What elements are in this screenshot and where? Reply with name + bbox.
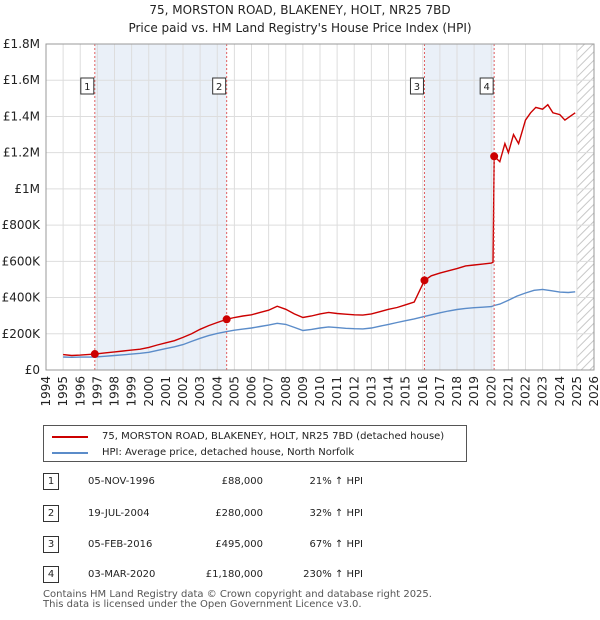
sale-row: 3 05-FEB-2016 £495,000 67% ↑ HPI xyxy=(43,536,463,554)
sale-marker-label: 1 xyxy=(84,82,90,93)
x-tick-label: 2017 xyxy=(433,376,447,407)
x-tick-label: 2006 xyxy=(245,376,259,407)
sale-marker-badge xyxy=(80,77,95,95)
attribution-line-2: This data is licensed under the Open Gov… xyxy=(43,599,362,610)
x-tick-label: 1997 xyxy=(90,376,104,407)
x-tick-label: 2009 xyxy=(296,376,310,407)
sale-point xyxy=(222,315,231,324)
x-tick-label: 2026 xyxy=(587,376,600,407)
sale-marker-badge xyxy=(212,77,227,95)
legend-swatch-hpi xyxy=(52,452,88,454)
y-tick-label: £200K xyxy=(2,327,42,341)
sale-number-badge: 3 xyxy=(43,536,59,553)
chart-legend: 75, MORSTON ROAD, BLAKENEY, HOLT, NR25 7… xyxy=(43,425,467,462)
x-tick-label: 2008 xyxy=(279,376,293,407)
x-tick-label: 2015 xyxy=(399,376,413,407)
y-tick-label: £600K xyxy=(2,254,42,268)
legend-label-property: 75, MORSTON ROAD, BLAKENEY, HOLT, NR25 7… xyxy=(102,431,445,442)
future-hatch-region xyxy=(576,44,594,370)
sale-price: £1,180,000 xyxy=(205,569,263,580)
sale-marker-label: 3 xyxy=(414,82,420,93)
sale-marker-badge xyxy=(409,77,424,95)
price-chart: 75, MORSTON ROAD, BLAKENEY, HOLT, NR25 7… xyxy=(2,3,600,407)
x-tick-label: 1998 xyxy=(108,376,122,407)
sale-price: £495,000 xyxy=(215,539,263,550)
sale-point xyxy=(90,350,99,359)
sale-row: 2 19-JUL-2004 £280,000 32% ↑ HPI xyxy=(43,505,463,523)
x-tick-label: 2019 xyxy=(467,376,481,407)
sale-price: £280,000 xyxy=(215,508,263,519)
ownership-band xyxy=(424,44,495,370)
y-tick-label: £400K xyxy=(2,291,42,305)
x-tick-label: 2023 xyxy=(536,376,550,407)
sale-date: 05-NOV-1996 xyxy=(88,476,155,487)
x-tick-label: 2020 xyxy=(484,376,498,407)
x-tick-label: 2000 xyxy=(142,376,156,407)
sale-number-badge: 4 xyxy=(43,566,59,583)
x-tick-label: 2005 xyxy=(227,376,241,407)
y-tick-label: £800K xyxy=(2,218,42,232)
sale-hpi-change: 21% ↑ HPI xyxy=(309,476,363,487)
ownership-band xyxy=(94,44,227,370)
x-tick-label: 2018 xyxy=(450,376,464,407)
attribution-footer: Contains HM Land Registry data © Crown c… xyxy=(43,590,432,610)
legend-label-hpi: HPI: Average price, detached house, Nort… xyxy=(102,447,355,458)
x-tick-label: 2012 xyxy=(347,376,361,407)
x-tick-label: 1995 xyxy=(56,376,70,407)
y-tick-label: £1.4M xyxy=(3,109,40,123)
x-tick-label: 2010 xyxy=(313,376,327,407)
x-tick-label: 1994 xyxy=(39,376,53,407)
sale-marker-label: 2 xyxy=(216,82,222,93)
x-tick-label: 2007 xyxy=(262,376,276,407)
x-tick-label: 2003 xyxy=(193,376,207,407)
sale-number-badge: 2 xyxy=(43,505,59,522)
x-tick-label: 2016 xyxy=(416,376,430,407)
x-tick-label: 2011 xyxy=(330,376,344,407)
x-tick-label: 2001 xyxy=(159,376,173,407)
sale-marker-label: 4 xyxy=(483,82,489,93)
x-tick-label: 2021 xyxy=(501,376,515,407)
y-tick-label: £1.8M xyxy=(3,37,40,51)
plot-border xyxy=(45,43,595,371)
x-tick-label: 1999 xyxy=(125,376,139,407)
sale-row: 1 05-NOV-1996 £88,000 21% ↑ HPI xyxy=(43,473,463,491)
x-tick-label: 2014 xyxy=(382,376,396,407)
x-tick-label: 2002 xyxy=(176,376,190,407)
sale-date: 03-MAR-2020 xyxy=(88,569,156,580)
sale-date: 05-FEB-2016 xyxy=(88,539,153,550)
sale-row: 4 03-MAR-2020 £1,180,000 230% ↑ HPI xyxy=(43,566,463,584)
x-tick-label: 1996 xyxy=(73,376,87,407)
x-tick-label: 2024 xyxy=(553,376,567,407)
sale-hpi-change: 32% ↑ HPI xyxy=(309,508,363,519)
x-tick-label: 2025 xyxy=(570,376,584,407)
y-tick-label: £0 xyxy=(25,363,40,377)
sale-number-badge: 1 xyxy=(43,473,59,490)
sale-marker-badge xyxy=(479,77,494,95)
sale-hpi-change: 230% ↑ HPI xyxy=(303,569,363,580)
x-tick-label: 2022 xyxy=(519,376,533,407)
sale-hpi-change: 67% ↑ HPI xyxy=(309,539,363,550)
attribution-line-1: Contains HM Land Registry data © Crown c… xyxy=(43,589,432,600)
chart-title: 75, MORSTON ROAD, BLAKENEY, HOLT, NR25 7… xyxy=(149,3,450,17)
property-price-line xyxy=(63,103,576,357)
y-tick-label: £1.2M xyxy=(3,146,40,160)
sale-date: 19-JUL-2004 xyxy=(88,508,150,519)
x-tick-label: 2013 xyxy=(364,376,378,407)
legend-swatch-property xyxy=(52,436,88,438)
sale-price: £88,000 xyxy=(221,476,263,487)
sale-point xyxy=(420,276,429,285)
y-tick-label: £1.6M xyxy=(3,73,40,87)
x-tick-label: 2004 xyxy=(210,376,224,407)
sale-point xyxy=(490,152,499,161)
chart-subtitle: Price paid vs. HM Land Registry's House … xyxy=(128,21,471,35)
y-tick-label: £1M xyxy=(14,182,40,196)
